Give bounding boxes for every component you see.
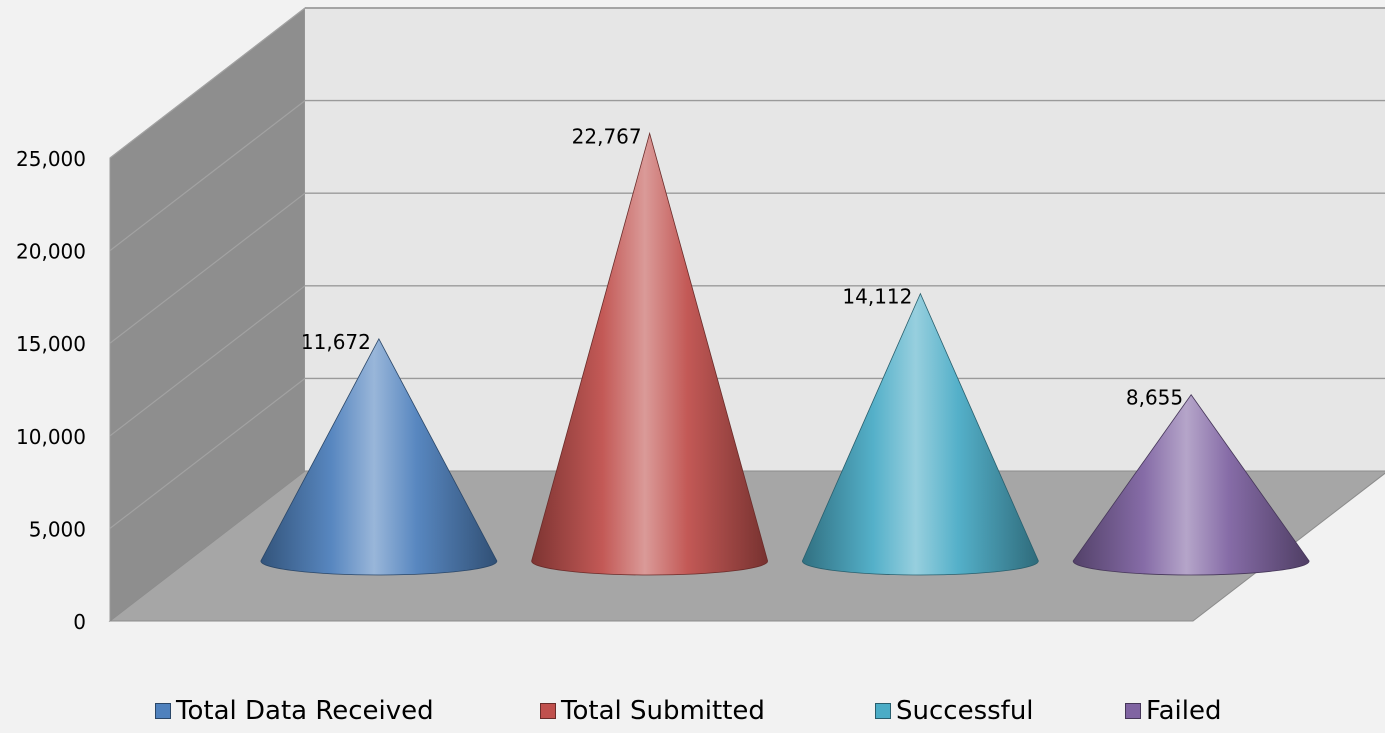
cone <box>1072 394 1310 576</box>
gridline-side <box>109 100 306 252</box>
legend-label: Successful <box>896 696 1034 726</box>
gridlines <box>109 7 1385 529</box>
cone-body <box>801 292 1039 576</box>
legend-swatch <box>875 703 891 719</box>
legend-swatch <box>155 703 171 719</box>
cone-chart: 0 5,000 10,000 15,000 20,000 25,000 11,672 22,… <box>16 6 1385 634</box>
data-label: 22,767 <box>572 124 642 148</box>
cone-body <box>531 131 769 576</box>
legend-swatch <box>1125 703 1141 719</box>
y-tick-label: 0 <box>73 610 86 634</box>
gridline-side <box>109 377 306 529</box>
legend: Total Data Received Total Submitted Succes… <box>0 696 1385 728</box>
data-label: 11,672 <box>301 330 371 354</box>
gridline-side <box>109 285 306 437</box>
y-tick-label: 10,000 <box>16 425 86 449</box>
y-axis: 0 5,000 10,000 15,000 20,000 25,000 <box>16 147 86 634</box>
cone <box>531 131 769 576</box>
y-tick-label: 25,000 <box>16 147 86 171</box>
cone <box>801 292 1039 576</box>
data-label: 14,112 <box>842 285 912 309</box>
legend-swatch <box>540 703 556 719</box>
cone-series <box>260 131 1310 576</box>
legend-item: Failed <box>1125 696 1221 726</box>
legend-label: Total Submitted <box>561 696 765 726</box>
cone-body <box>260 337 498 576</box>
legend-item: Total Submitted <box>540 696 765 726</box>
gridline-side <box>109 192 306 344</box>
gridline-side <box>109 7 306 159</box>
cone <box>260 337 498 576</box>
legend-label: Failed <box>1146 696 1222 726</box>
legend-item: Successful <box>875 696 1034 726</box>
back-wall <box>305 8 1385 471</box>
data-label: 8,655 <box>1126 386 1183 410</box>
legend-item: Total Data Received <box>155 696 434 726</box>
y-tick-label: 20,000 <box>16 240 86 264</box>
y-tick-label: 5,000 <box>29 517 86 541</box>
cone-body <box>1072 394 1310 576</box>
y-tick-label: 15,000 <box>16 332 86 356</box>
data-labels: 11,672 22,767 14,112 8,655 <box>301 124 1183 409</box>
legend-label: Total Data Received <box>176 696 434 726</box>
